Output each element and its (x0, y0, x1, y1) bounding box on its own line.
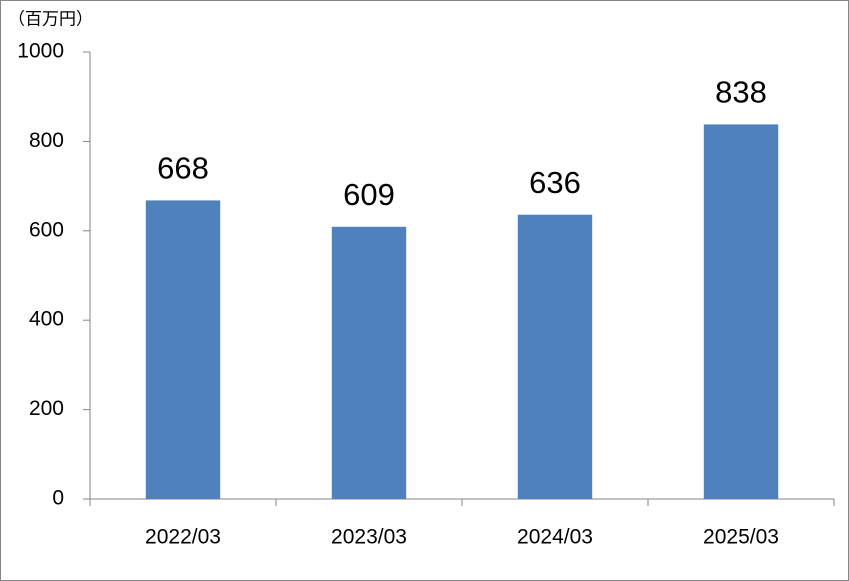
bar (331, 226, 407, 500)
x-tick-label: 2024/03 (517, 526, 593, 549)
x-tick-label: 2025/03 (703, 526, 779, 549)
bar (517, 214, 593, 499)
data-label: 609 (343, 177, 395, 212)
data-label: 668 (157, 151, 209, 186)
x-tick-label: 2023/03 (331, 526, 407, 549)
y-tick-label: 600 (29, 218, 64, 241)
y-tick-label: 1000 (17, 40, 64, 63)
bar (145, 200, 221, 500)
y-axis-label: （百万円） (8, 9, 93, 28)
bar (703, 124, 779, 499)
data-label: 838 (715, 75, 767, 110)
y-tick-label: 0 (52, 487, 64, 510)
data-label: 636 (529, 165, 581, 200)
y-tick-label: 200 (29, 397, 64, 420)
x-tick-label: 2022/03 (145, 526, 221, 549)
y-tick-label: 800 (29, 129, 64, 152)
y-tick-label: 400 (29, 308, 64, 331)
